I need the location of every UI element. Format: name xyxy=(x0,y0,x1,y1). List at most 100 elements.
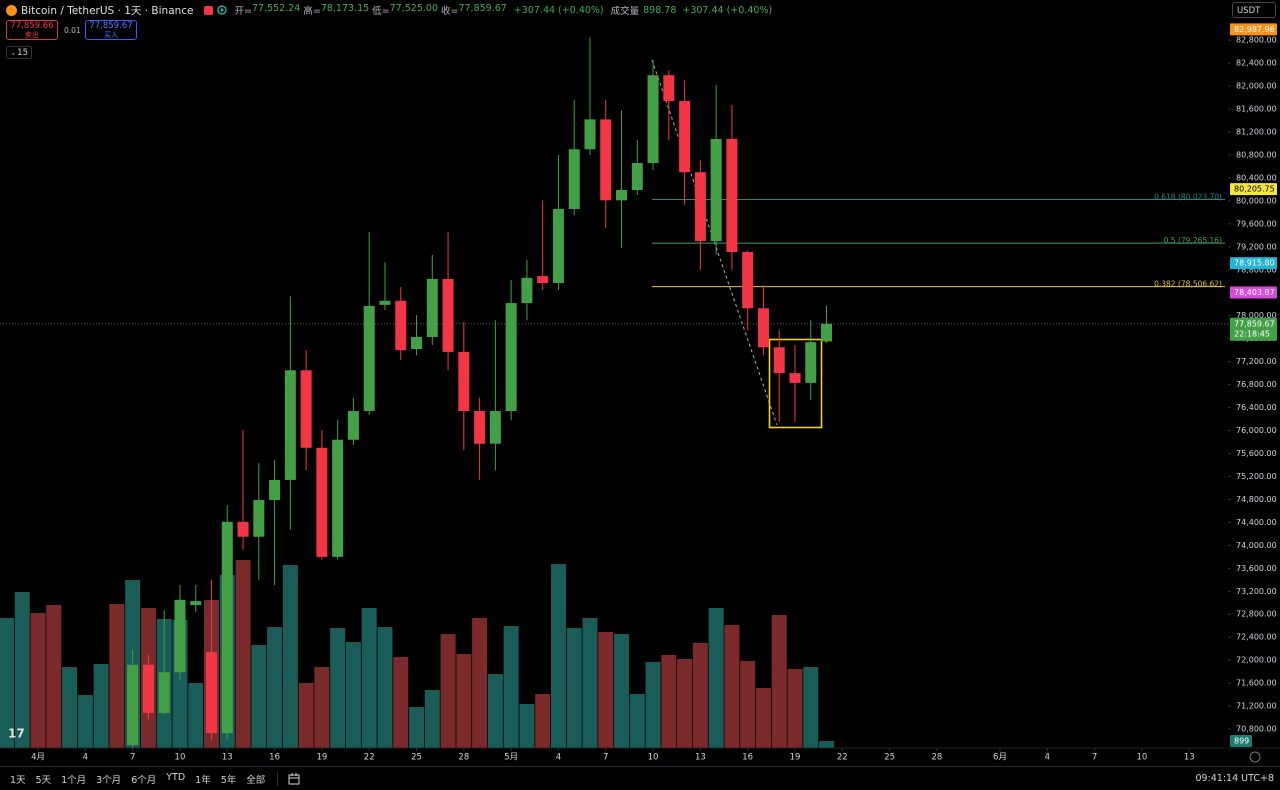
y-tick-label: 74,400.00 xyxy=(1236,518,1277,527)
x-tick-label: 22 xyxy=(364,753,375,763)
candle-body xyxy=(757,308,769,348)
volume-bar xyxy=(519,704,535,748)
candle-body xyxy=(363,305,375,412)
x-tick-label: 22 xyxy=(837,753,848,763)
volume-bar xyxy=(787,668,803,748)
y-tick-label: 81,600.00 xyxy=(1236,105,1277,114)
candle-body xyxy=(663,75,675,102)
currency-label: USDT xyxy=(1237,6,1261,16)
drawings xyxy=(651,59,823,429)
y-tick-label: 76,400.00 xyxy=(1236,403,1277,412)
volume-bar xyxy=(298,683,314,748)
calendar-icon[interactable] xyxy=(288,772,300,785)
y-tick-label: 71,600.00 xyxy=(1236,679,1277,688)
candle-layer: 0.618 (80,023.70) 0.5 (79,265.16) 0.382 (7… xyxy=(0,37,1228,748)
volume-bar xyxy=(424,689,440,748)
volume-bar xyxy=(708,607,724,748)
status-dot xyxy=(216,5,227,15)
y-tick-label: 80,800.00 xyxy=(1236,150,1277,159)
candle-body xyxy=(411,336,423,350)
y-tick-label: 72,800.00 xyxy=(1236,610,1277,619)
interval-badge[interactable]: ⌄ 15 xyxy=(6,46,32,59)
volume-bar xyxy=(46,605,62,748)
candle-body xyxy=(237,521,249,537)
sell-price: 77,859.66 xyxy=(10,21,54,31)
candle-body xyxy=(316,447,328,557)
range-button[interactable]: 3个月 xyxy=(96,774,122,786)
candle-body xyxy=(584,119,596,150)
x-tick-label: 19 xyxy=(316,753,327,763)
flag-icon[interactable] xyxy=(203,5,213,15)
range-button[interactable]: 5年 xyxy=(220,774,237,786)
candle-body xyxy=(805,342,817,383)
range-button[interactable]: YTD xyxy=(166,771,186,783)
currency-select[interactable]: USDT xyxy=(1232,2,1276,18)
volume-bar xyxy=(661,655,677,748)
buy-label: 买入 xyxy=(104,31,118,39)
volume-bar xyxy=(645,661,661,748)
volume-bar xyxy=(235,560,251,748)
ohlc-value: 78,173.15 xyxy=(320,3,370,14)
x-tick-label: 19 xyxy=(790,753,801,763)
axis-background xyxy=(1228,20,1280,750)
x-tick-label: 6月 xyxy=(993,753,1007,763)
candle-body xyxy=(379,300,391,305)
range-button[interactable]: 1个月 xyxy=(61,774,87,786)
candle-body xyxy=(505,303,517,412)
x-tick-label: 10 xyxy=(1137,753,1148,763)
ohlc-value: 77,552.24 xyxy=(251,3,301,14)
range-button[interactable]: 6个月 xyxy=(131,774,157,786)
volume-bar xyxy=(393,656,409,748)
volume-change: +307.44 (+0.40%) xyxy=(682,4,773,16)
x-tick-label: 25 xyxy=(411,753,422,763)
volume-bar xyxy=(803,667,819,748)
x-tick-label: 5月 xyxy=(504,753,518,763)
volume-bar xyxy=(503,626,519,748)
clock: 09:41:14 UTC+8 xyxy=(1195,773,1274,784)
ohlc-label: 开= xyxy=(234,6,252,17)
x-tick-label: 16 xyxy=(269,753,280,763)
buy-button[interactable]: 77,859.67 买入 xyxy=(85,20,137,40)
candle-body xyxy=(174,599,186,673)
volume-bar xyxy=(440,634,456,748)
y-tick-label: 79,600.00 xyxy=(1236,219,1277,228)
sell-button[interactable]: 77,859.66 卖出 xyxy=(6,20,58,40)
ohlc-value: 77,859.67 xyxy=(458,3,507,14)
price-marker-label: 78,915.80 xyxy=(1234,259,1275,268)
candle-body xyxy=(616,190,628,201)
candle-body xyxy=(521,277,533,304)
bottom-toolbar: 1天 5天 1个月 3个月 6个月 YTD 1年 5年 全部 09:41:14 UTC+8 xyxy=(0,766,1280,790)
candle-body xyxy=(442,278,454,352)
range-button[interactable]: 1年 xyxy=(195,774,211,786)
x-tick-label: 13 xyxy=(695,753,706,763)
y-tick-label: 78,800.00 xyxy=(1236,265,1277,274)
candle-body xyxy=(679,101,691,173)
range-button[interactable]: 5天 xyxy=(35,774,52,786)
volume-bar xyxy=(535,694,551,748)
volume-bar xyxy=(487,673,503,748)
candle-body xyxy=(142,664,154,713)
candle-body xyxy=(347,411,359,440)
volume-bar xyxy=(109,604,125,748)
volume-bar xyxy=(566,628,582,748)
candle-body xyxy=(127,664,139,746)
range-button[interactable]: 1天 xyxy=(10,774,26,786)
range-buttons: 1天 5天 1个月 3个月 6个月 YTD 1年 5年 全部 xyxy=(0,772,265,786)
x-tick-label: 7 xyxy=(130,753,135,763)
x-tick-label: 16 xyxy=(742,753,753,763)
y-tick-label: 80,400.00 xyxy=(1236,173,1277,182)
x-tick-label: 10 xyxy=(175,753,186,763)
range-button[interactable]: 全部 xyxy=(246,774,266,786)
candle-body xyxy=(426,278,438,337)
x-tick-label: 25 xyxy=(884,753,895,763)
candle-body xyxy=(190,601,202,606)
y-tick-label: 74,000.00 xyxy=(1236,541,1277,550)
candle-body xyxy=(269,479,281,501)
volume-bar xyxy=(550,563,566,748)
volume-bar xyxy=(30,612,46,748)
symbol: Bitcoin / TetherUS · 1天 · Binance xyxy=(21,4,194,17)
volume-bar xyxy=(614,634,630,748)
auto-scale-button[interactable] xyxy=(1249,751,1261,763)
y-tick-label: 79,200.00 xyxy=(1236,242,1277,251)
y-tick-label: 73,200.00 xyxy=(1236,587,1277,596)
